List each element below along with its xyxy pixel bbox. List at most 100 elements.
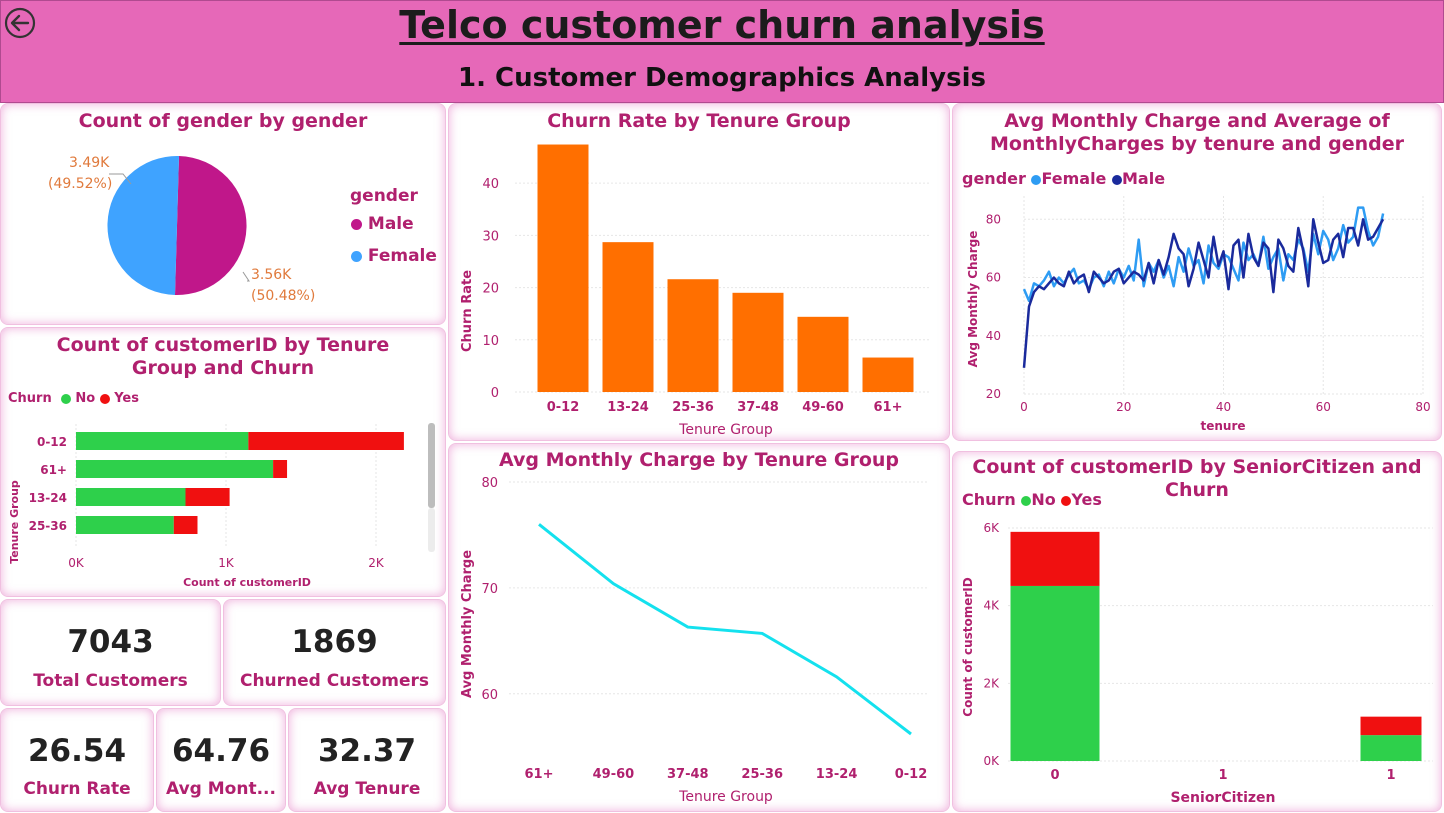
x-tick-label: 1 [1386, 768, 1395, 783]
avg-monthly-group-card: Avg Monthly Charge by Tenure Group Avg M… [448, 443, 950, 812]
legend-label-no-senior: No [1031, 490, 1056, 509]
avg-monthly-group-ylabel: Avg Monthly Charge [460, 550, 475, 698]
monthly-tenure-legend-title: gender [962, 169, 1026, 188]
y-tick-label: 4K [983, 599, 1000, 613]
bar [797, 316, 849, 392]
churn-rate-chart[interactable]: Churn Rate Tenure Group 0 10 20 30 40 0-12 13-… [449, 104, 951, 442]
senior-ylabel: Count of customerID [961, 577, 975, 716]
kpi-avg-tenure-card: 32.37 Avg Tenure [288, 708, 446, 812]
x-tick-label: 20 [1116, 400, 1131, 414]
bar [732, 292, 784, 392]
gender-pie-card: Count of gender by gender 3.49K (49.52%)… [0, 103, 446, 325]
x-tick-label: 0 [1050, 768, 1059, 783]
legend-label-female: Female [367, 246, 437, 266]
gender-pie-chart[interactable]: 3.49K (49.52%) 3.56K (50.48%) [1, 104, 447, 326]
legend-label-no: No [75, 391, 96, 406]
churn-rate-ylabel: Churn Rate [460, 270, 475, 352]
avg-monthly-group-title: Avg Monthly Charge by Tenure Group [499, 449, 899, 471]
x-tick-label: 0-12 [547, 400, 580, 415]
kpi-avg-tenure-label: Avg Tenure [313, 779, 421, 799]
x-tick-label: 49-60 [593, 767, 635, 782]
senior-citizen-title: Count of customerID by SeniorCitizen and… [972, 456, 1422, 501]
y-tick-label: 13-24 [29, 491, 67, 505]
bar-segment-no [1010, 585, 1100, 761]
legend-label-yes: Yes [114, 391, 139, 406]
x-tick-label: 37-48 [667, 767, 709, 782]
monthly-tenure-gender-chart[interactable]: Avg Monthly Charge tenure 20 40 60 80 0 20 40 6… [953, 104, 1443, 442]
tenure-churn-title: Count of customerID by Tenure Group and … [56, 334, 390, 379]
bar-segment-yes [185, 488, 230, 506]
tenure-churn-legend: Churn No Yes [8, 391, 139, 406]
tenure-churn-chart[interactable]: Tenure Group Count of customerID 0K 1K 2K 0… [1, 328, 447, 598]
x-tick-label: 80 [1415, 400, 1430, 414]
x-tick-label: 61+ [874, 400, 903, 415]
legend-label-female-line: Female [1041, 169, 1107, 188]
bar-segment-yes [248, 432, 404, 450]
x-tick-label: 40 [1216, 400, 1231, 414]
y-tick-label: 20 [986, 387, 1001, 401]
scrollbar-thumb [428, 423, 435, 508]
y-tick-label: 2K [983, 676, 1000, 690]
x-tick-label: 2K [368, 556, 385, 570]
tenure-churn-xlabel: Count of customerID [183, 576, 311, 589]
male-line [1022, 218, 1385, 368]
legend-dot-male [351, 218, 362, 230]
legend-dot-female [351, 250, 362, 262]
bar-segment-yes [173, 516, 198, 534]
monthly-tenure-legend: gender Female Male [962, 169, 1165, 188]
y-tick-label: 25-36 [29, 519, 67, 533]
x-tick-label: 0-12 [895, 767, 928, 782]
senior-citizen-card: Count of customerID by SeniorCitizen and… [952, 451, 1442, 812]
kpi-churned-customers-card: 1869 Churned Customers [223, 599, 446, 706]
back-arrow-icon[interactable] [4, 7, 36, 39]
gender-pie-title: Count of gender by gender [78, 110, 368, 132]
bar-segment-yes [1010, 531, 1100, 586]
x-tick-label: 37-48 [737, 400, 779, 415]
tenure-churn-legend-title: Churn [8, 391, 52, 406]
y-tick-label: 80 [986, 212, 1001, 226]
legend-label-male-line: Male [1121, 169, 1166, 188]
header-banner: Telco customer churn analysis 1. Custome… [0, 0, 1444, 103]
y-tick-label: 70 [481, 582, 498, 597]
bar [602, 242, 654, 392]
bar [537, 144, 589, 392]
scrollbar-track [428, 508, 435, 552]
monthly-tenure-xlabel: tenure [1200, 419, 1245, 433]
senior-legend: Churn No Yes [962, 490, 1102, 509]
monthly-tenure-title-1: Avg Monthly Charge and Average of [1004, 110, 1390, 132]
monthly-tenure-ylabel: Avg Monthly Charge [966, 231, 980, 368]
senior-xlabel: SeniorCitizen [1170, 790, 1275, 806]
y-tick-label: 40 [986, 329, 1001, 343]
monthly-tenure-title-2: MonthlyCharges by tenure and gender [990, 133, 1404, 155]
x-tick-label: 0 [1020, 400, 1028, 414]
gender-legend-male[interactable]: Male [351, 214, 414, 234]
x-tick-label: 1 [1218, 768, 1227, 783]
legend-dot-no-senior [1021, 495, 1032, 506]
kpi-churn-rate-label: Churn Rate [23, 779, 131, 799]
avg-monthly-group-xlabel: Tenure Group [678, 789, 773, 805]
gender-legend-female[interactable]: Female [351, 246, 437, 266]
page-title: Telco customer churn analysis [399, 3, 1045, 47]
gender-legend-title: gender [350, 186, 418, 206]
senior-citizen-chart[interactable]: Count of customerID SeniorCitizen 0K 2K 4K… [953, 452, 1443, 813]
tenure-churn-card: Count of customerID by Tenure Group and … [0, 327, 446, 597]
x-tick-label: 60 [1316, 400, 1331, 414]
y-tick-label: 0-12 [37, 435, 67, 449]
x-tick-label: 25-36 [741, 767, 783, 782]
pie-label-male-pct: (50.48%) [251, 288, 315, 304]
y-tick-label: 61+ [40, 463, 67, 477]
kpi-churn-rate-card: 26.54 Churn Rate [0, 708, 154, 812]
pie-slice-female [107, 155, 179, 295]
avg-monthly-group-chart[interactable]: Avg Monthly Charge Tenure Group 60 70 80 61… [449, 444, 951, 813]
y-tick-label: 60 [986, 271, 1001, 285]
kpi-churn-rate-value: 26.54 [27, 733, 127, 769]
x-tick-label: 61+ [525, 767, 554, 782]
pie-slice-male [175, 156, 247, 296]
monthly-tenure-gender-card: Avg Monthly Charge and Average of Monthl… [952, 103, 1442, 441]
kpi-churned-customers-label: Churned Customers [239, 671, 430, 691]
legend-dot-no [60, 393, 71, 404]
y-tick-label: 80 [481, 476, 498, 491]
churn-rate-xlabel: Tenure Group [678, 422, 773, 438]
y-tick-label: 0 [491, 386, 499, 401]
senior-legend-title: Churn [962, 490, 1016, 509]
